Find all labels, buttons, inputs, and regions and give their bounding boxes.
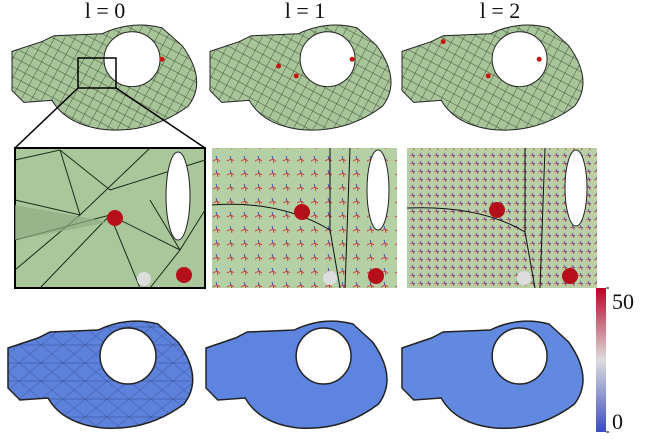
mesh-render xyxy=(12,25,197,130)
error-render xyxy=(206,321,387,428)
column-label: l = 2 xyxy=(480,0,521,23)
middle-row xyxy=(15,148,597,288)
colorbar-gradient xyxy=(596,288,606,432)
zoom-panel xyxy=(15,148,205,288)
zoom-panel xyxy=(407,148,597,288)
bottom-row xyxy=(8,321,583,428)
colorbar-label: 0 xyxy=(612,409,623,434)
mesh-render xyxy=(210,25,391,130)
top-row xyxy=(12,25,583,148)
error-render xyxy=(402,321,583,428)
colorbar xyxy=(596,288,606,432)
error-render xyxy=(8,321,193,428)
zoom-panel xyxy=(212,148,397,288)
column-label: l = 1 xyxy=(285,0,326,23)
column-label: l = 0 xyxy=(85,0,126,23)
colorbar-label: 50 xyxy=(612,289,634,314)
figure: l = 0 l = 1 l = 2 0 50 xyxy=(0,0,650,439)
mesh-render xyxy=(402,25,583,130)
